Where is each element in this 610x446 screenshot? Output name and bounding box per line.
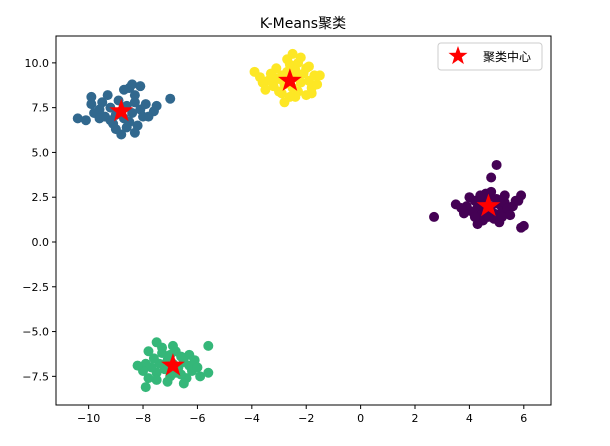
data-point xyxy=(260,84,271,95)
data-point xyxy=(499,190,510,201)
data-point xyxy=(518,220,529,231)
data-point xyxy=(151,337,162,348)
y-tick-label: −2.5 xyxy=(22,281,49,294)
y-tick-label: 5.0 xyxy=(32,146,50,159)
x-tick-label: −10 xyxy=(77,412,100,425)
data-point xyxy=(151,374,162,385)
plot-frame xyxy=(55,35,552,406)
data-point xyxy=(475,190,486,201)
x-tick-label: 2 xyxy=(412,412,419,425)
data-point xyxy=(143,111,154,122)
data-point xyxy=(513,195,524,206)
data-point xyxy=(105,115,116,126)
cluster-center-star xyxy=(278,68,302,91)
cluster-center-star xyxy=(476,193,501,217)
data-point xyxy=(290,65,301,76)
data-point xyxy=(268,72,279,83)
legend-box xyxy=(437,42,543,71)
y-tick-label: −5.0 xyxy=(22,326,49,339)
data-point xyxy=(94,113,105,124)
data-point xyxy=(306,88,317,99)
data-point xyxy=(295,52,306,63)
legend-label: 聚类中心 xyxy=(483,49,531,64)
data-point xyxy=(140,99,151,110)
data-point xyxy=(127,79,138,90)
data-point xyxy=(505,210,516,221)
y-tick-label: −7.5 xyxy=(22,370,49,383)
data-point xyxy=(132,360,143,371)
data-point xyxy=(135,81,146,92)
data-point xyxy=(167,340,178,351)
centers-layer xyxy=(109,68,501,376)
data-point xyxy=(129,97,140,108)
data-point xyxy=(295,77,306,88)
data-point xyxy=(97,97,108,108)
x-tick-label: −4 xyxy=(244,412,260,425)
data-point xyxy=(274,86,285,97)
x-tick-label: 6 xyxy=(520,412,527,425)
data-point xyxy=(184,349,195,360)
axes-layer: −10 −8 −6 −4 −2 0 2 4 6 −7.5 −5.0 −2.5 0.0 2.5 5.0 7.5 1… xyxy=(22,35,552,425)
data-point xyxy=(102,90,113,101)
data-point xyxy=(486,186,497,197)
y-tick-label: 10.0 xyxy=(25,57,50,70)
legend-star-icon xyxy=(448,46,468,65)
data-point xyxy=(429,211,440,222)
data-point xyxy=(483,211,494,222)
cluster-center-star xyxy=(161,353,185,376)
data-point xyxy=(312,79,323,90)
data-point xyxy=(86,99,97,110)
x-tick-label: −2 xyxy=(298,412,314,425)
data-point xyxy=(165,93,176,104)
data-point xyxy=(303,61,314,72)
data-point xyxy=(314,70,325,81)
y-tick-label: 2.5 xyxy=(32,191,50,204)
data-point xyxy=(249,66,260,77)
data-point xyxy=(192,362,203,373)
y-tick-label: 7.5 xyxy=(32,102,50,115)
data-point xyxy=(86,91,97,102)
data-point xyxy=(148,353,159,364)
data-point xyxy=(72,113,83,124)
chart-title: K-Means聚类 xyxy=(260,16,346,32)
x-tick-label: 0 xyxy=(357,412,364,425)
data-point xyxy=(284,91,295,102)
data-point xyxy=(497,211,508,222)
data-point xyxy=(140,382,151,393)
x-tick-label: −8 xyxy=(135,412,151,425)
data-point xyxy=(151,100,162,111)
x-tick-label: −6 xyxy=(189,412,205,425)
data-point xyxy=(110,124,121,135)
y-tick-label: 0.0 xyxy=(32,236,50,249)
data-point xyxy=(469,211,480,222)
data-point xyxy=(143,346,154,357)
data-point xyxy=(80,115,91,126)
data-point xyxy=(486,172,497,183)
data-point xyxy=(491,194,502,204)
data-point xyxy=(195,371,206,382)
data-point xyxy=(271,63,282,74)
data-point xyxy=(127,108,138,119)
cluster-center-star xyxy=(109,98,134,122)
x-tick-label: 4 xyxy=(466,412,473,425)
data-point xyxy=(464,192,475,203)
data-point xyxy=(178,378,189,389)
data-point xyxy=(456,202,467,213)
data-point xyxy=(162,376,173,387)
data-point xyxy=(203,340,214,351)
data-point xyxy=(287,48,298,59)
data-point xyxy=(143,373,154,384)
data-point xyxy=(121,122,132,133)
data-point xyxy=(129,90,140,101)
data-point xyxy=(129,127,140,138)
data-point xyxy=(491,159,502,170)
legend: 聚类中心 xyxy=(437,42,543,71)
data-point xyxy=(203,367,214,378)
